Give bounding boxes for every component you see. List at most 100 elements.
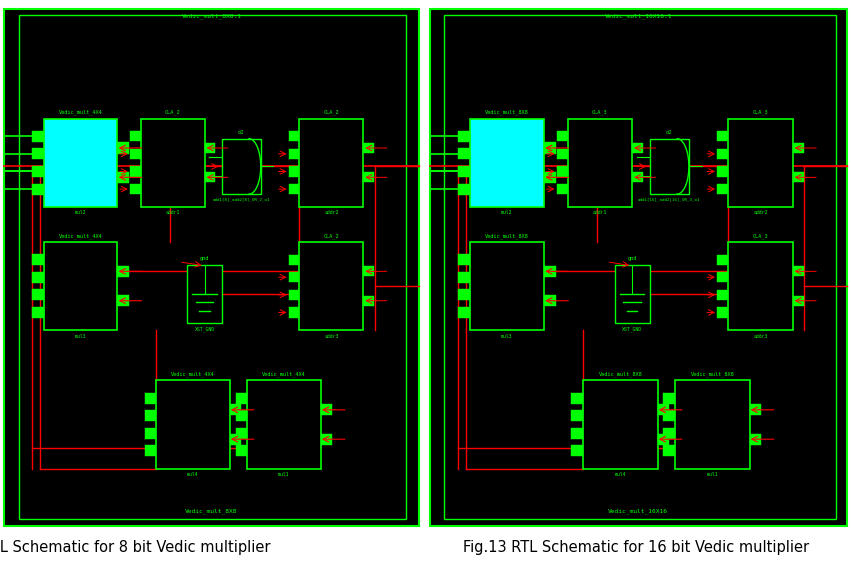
- Text: Vedic_mult_8X8: Vedic_mult_8X8: [485, 110, 528, 115]
- Bar: [19, 15, 406, 519]
- Bar: [321, 405, 333, 415]
- Bar: [572, 446, 583, 456]
- Text: CLA_2: CLA_2: [323, 233, 340, 238]
- Text: CLA_2: CLA_2: [323, 110, 340, 115]
- Bar: [288, 272, 300, 282]
- Bar: [130, 149, 140, 159]
- Bar: [145, 446, 157, 456]
- Bar: [664, 428, 675, 439]
- Bar: [717, 149, 728, 159]
- Bar: [583, 381, 658, 469]
- Bar: [44, 118, 117, 207]
- Text: addr3: addr3: [753, 333, 768, 339]
- Text: add1[16]_add2[16]_OR_3_o1: add1[16]_add2[16]_OR_3_o1: [638, 197, 700, 201]
- Bar: [363, 296, 374, 306]
- Bar: [470, 118, 544, 207]
- Text: Vedic_mult_8X8: Vedic_mult_8X8: [186, 509, 237, 514]
- Bar: [236, 410, 247, 421]
- Bar: [544, 295, 556, 306]
- Bar: [117, 295, 129, 306]
- Bar: [288, 254, 300, 265]
- Bar: [544, 266, 556, 277]
- Bar: [32, 166, 44, 177]
- Text: Vedic_mult_4X4: Vedic_mult_4X4: [171, 372, 214, 377]
- Text: Fig.12RTL Schematic for 8 bit Vedic multiplier: Fig.12RTL Schematic for 8 bit Vedic mult…: [0, 540, 270, 555]
- Bar: [4, 9, 419, 526]
- Bar: [557, 131, 568, 141]
- Bar: [363, 143, 374, 153]
- Bar: [658, 434, 670, 445]
- Bar: [32, 184, 44, 195]
- Bar: [32, 149, 44, 159]
- Text: o2: o2: [666, 130, 672, 135]
- Bar: [544, 142, 556, 154]
- Bar: [557, 184, 568, 194]
- Text: mul2: mul2: [75, 210, 87, 215]
- Bar: [458, 271, 470, 283]
- Text: Fig.13 RTL Schematic for 16 bit Vedic multiplier: Fig.13 RTL Schematic for 16 bit Vedic mu…: [464, 540, 809, 555]
- Bar: [572, 428, 583, 439]
- Bar: [130, 131, 140, 141]
- Bar: [675, 381, 750, 469]
- Bar: [572, 410, 583, 421]
- Text: mul3: mul3: [501, 333, 512, 339]
- Text: gnd: gnd: [200, 256, 209, 261]
- Text: CLA_3: CLA_3: [592, 110, 608, 115]
- Text: addr2: addr2: [324, 210, 339, 215]
- Text: add1[8]_add2[8]_OR_2_o1: add1[8]_add2[8]_OR_2_o1: [213, 197, 270, 201]
- Bar: [557, 167, 568, 176]
- Bar: [728, 242, 792, 330]
- Bar: [300, 118, 363, 207]
- Bar: [458, 149, 470, 159]
- Bar: [140, 118, 204, 207]
- Bar: [145, 410, 157, 421]
- Bar: [157, 381, 230, 469]
- Bar: [288, 149, 300, 159]
- Bar: [288, 184, 300, 194]
- Bar: [632, 143, 643, 153]
- Bar: [717, 167, 728, 176]
- Bar: [288, 167, 300, 176]
- Bar: [717, 290, 728, 300]
- Text: CLA_2: CLA_2: [165, 110, 180, 115]
- Bar: [236, 428, 247, 439]
- Bar: [363, 266, 374, 277]
- Text: mul1: mul1: [706, 472, 718, 477]
- Text: Vedic_mult_16X16:1: Vedic_mult_16X16:1: [604, 13, 672, 19]
- Text: XST_GND: XST_GND: [195, 326, 214, 332]
- Text: mul4: mul4: [187, 472, 199, 477]
- Bar: [444, 15, 836, 519]
- Bar: [650, 139, 689, 194]
- Bar: [236, 393, 247, 403]
- Bar: [230, 434, 242, 445]
- Bar: [32, 254, 44, 265]
- Bar: [750, 434, 762, 445]
- Bar: [557, 149, 568, 159]
- Text: mul1: mul1: [278, 472, 289, 477]
- Bar: [145, 393, 157, 403]
- Bar: [32, 289, 44, 300]
- Text: Vedic_mult_8X8:1: Vedic_mult_8X8:1: [181, 13, 242, 19]
- Text: mul4: mul4: [614, 472, 626, 477]
- Bar: [792, 143, 803, 153]
- Bar: [32, 131, 44, 142]
- Bar: [458, 166, 470, 177]
- Bar: [117, 266, 129, 277]
- Bar: [32, 307, 44, 318]
- Bar: [32, 271, 44, 283]
- Bar: [717, 254, 728, 265]
- Bar: [300, 242, 363, 330]
- Bar: [792, 266, 803, 277]
- Bar: [750, 405, 762, 415]
- Bar: [717, 131, 728, 141]
- Bar: [544, 172, 556, 183]
- Text: Vedic_mult_16X16: Vedic_mult_16X16: [608, 509, 668, 514]
- Bar: [458, 254, 470, 265]
- Bar: [792, 172, 803, 183]
- Text: Vedic_mult_8X8: Vedic_mult_8X8: [690, 372, 734, 377]
- Bar: [632, 172, 643, 183]
- Text: mul2: mul2: [501, 210, 512, 215]
- Bar: [130, 167, 140, 176]
- Bar: [658, 405, 670, 415]
- Text: CLA_3: CLA_3: [752, 110, 768, 115]
